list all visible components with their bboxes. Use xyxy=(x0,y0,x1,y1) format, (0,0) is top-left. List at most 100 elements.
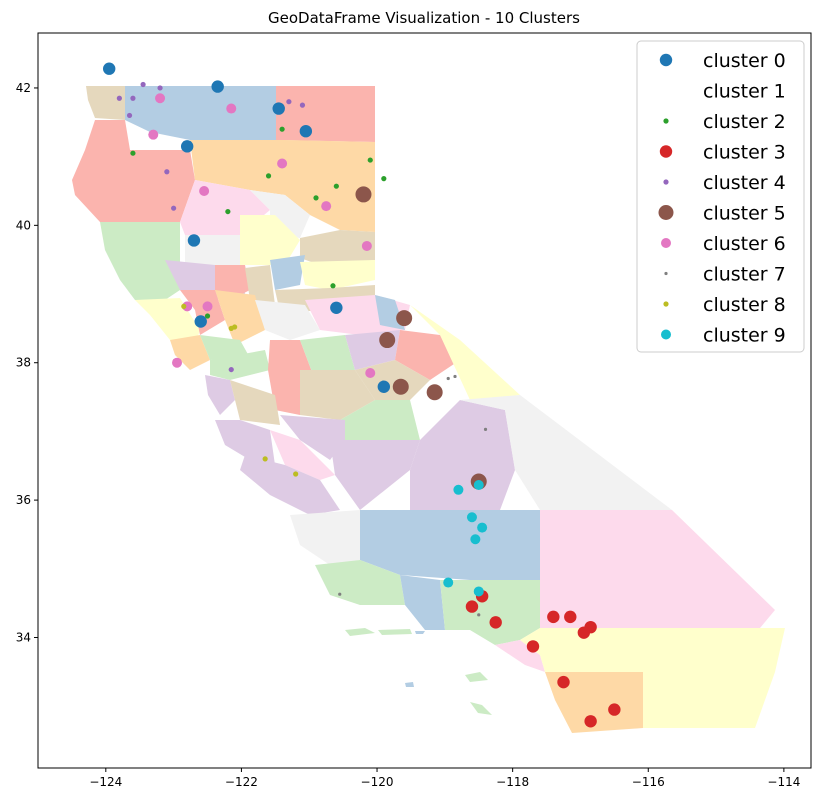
point-cluster-4 xyxy=(130,95,136,101)
chart-title: GeoDataFrame Visualization - 10 Clusters xyxy=(268,9,580,27)
county-madera xyxy=(340,400,420,445)
county-inyo xyxy=(460,395,672,510)
point-cluster-2 xyxy=(225,208,231,215)
point-cluster-2 xyxy=(265,173,272,179)
point-cluster-2 xyxy=(130,150,136,156)
y-tick-label: 34 xyxy=(16,630,31,644)
legend-marker-cluster-2 xyxy=(663,118,669,124)
county-sierra xyxy=(300,230,375,265)
point-cluster-4 xyxy=(286,99,292,105)
county-shasta xyxy=(190,140,285,195)
county-del-norte xyxy=(86,86,125,120)
point-cluster-3 xyxy=(608,703,621,716)
county-stanislaus xyxy=(300,370,375,420)
point-cluster-2 xyxy=(330,283,336,289)
legend-label-cluster-1: cluster 1 xyxy=(703,81,786,103)
legend-label-cluster-7: cluster 7 xyxy=(703,264,786,286)
county-napa xyxy=(180,290,225,335)
point-cluster-0 xyxy=(211,80,224,93)
point-cluster-7 xyxy=(483,427,488,431)
point-cluster-6 xyxy=(202,301,213,312)
point-cluster-8 xyxy=(181,303,187,309)
point-cluster-4 xyxy=(116,95,122,101)
county-santa-barbara xyxy=(315,560,405,605)
point-cluster-6 xyxy=(155,93,166,104)
point-cluster-9 xyxy=(466,512,477,523)
point-cluster-9 xyxy=(477,522,488,533)
point-cluster-7 xyxy=(453,374,457,379)
point-cluster-9 xyxy=(470,534,481,545)
point-cluster-5 xyxy=(355,186,372,203)
point-cluster-7 xyxy=(477,613,481,617)
y-tick-label: 36 xyxy=(16,493,31,507)
point-cluster-3 xyxy=(526,640,540,653)
county-santa-clara xyxy=(230,380,280,425)
point-cluster-6 xyxy=(226,103,237,114)
y-tick-label: 38 xyxy=(16,356,31,370)
county-humboldt xyxy=(72,120,130,222)
point-cluster-0 xyxy=(299,125,313,138)
point-cluster-7 xyxy=(446,376,450,381)
point-cluster-2 xyxy=(204,313,211,319)
point-cluster-0 xyxy=(377,380,391,393)
point-cluster-0 xyxy=(272,102,285,115)
county-san-mateo xyxy=(205,375,235,415)
legend-marker-cluster-8 xyxy=(663,301,669,307)
point-cluster-5 xyxy=(396,310,413,327)
point-cluster-4 xyxy=(157,85,163,91)
legend-marker-cluster-4 xyxy=(663,179,669,185)
point-cluster-8 xyxy=(232,324,238,330)
point-cluster-6 xyxy=(182,301,193,312)
county-plumas xyxy=(250,190,310,238)
county-riverside xyxy=(520,628,785,672)
county-monterey xyxy=(240,455,340,515)
point-cluster-4 xyxy=(140,81,146,88)
legend-marker-cluster-9 xyxy=(661,329,671,340)
plot-border xyxy=(37,32,812,769)
county-orange xyxy=(495,640,545,672)
x-tick-label: −120 xyxy=(361,775,394,789)
county-ventura xyxy=(400,575,445,630)
point-cluster-4 xyxy=(164,169,170,175)
point-cluster-5 xyxy=(392,378,409,395)
point-cluster-9 xyxy=(453,484,464,495)
point-cluster-3 xyxy=(584,715,597,728)
legend-label-cluster-8: cluster 8 xyxy=(703,294,786,316)
y-tick-label: 42 xyxy=(16,81,31,95)
county-imperial xyxy=(643,672,775,728)
y-tick-label: 40 xyxy=(16,218,31,232)
point-cluster-3 xyxy=(577,626,591,639)
x-tick-label: −114 xyxy=(767,775,800,789)
county-inyo-west xyxy=(410,400,515,510)
legend-label-cluster-0: cluster 0 xyxy=(703,50,786,72)
point-cluster-0 xyxy=(180,140,194,153)
legend-box xyxy=(636,40,805,353)
county-mendocino xyxy=(100,222,180,300)
county-marin xyxy=(170,335,210,370)
point-cluster-8 xyxy=(262,456,268,462)
legend-marker-cluster-0 xyxy=(659,53,673,67)
legend-marker-cluster-7 xyxy=(664,271,668,276)
point-cluster-5 xyxy=(379,332,396,349)
county-nevada xyxy=(300,260,375,290)
county-lassen xyxy=(285,140,375,232)
county-butte xyxy=(240,215,300,265)
legend-label-cluster-9: cluster 9 xyxy=(703,325,786,347)
point-cluster-6 xyxy=(172,357,183,368)
island-anacapa xyxy=(415,631,425,634)
point-cluster-5 xyxy=(426,384,443,401)
island-santa-barbara xyxy=(405,682,414,687)
x-tick-label: −124 xyxy=(89,775,122,789)
point-cluster-9 xyxy=(443,577,454,588)
island-catalina xyxy=(465,672,488,682)
point-cluster-2 xyxy=(279,126,285,132)
point-cluster-6 xyxy=(365,368,376,379)
county-kern xyxy=(360,510,540,580)
island-san-clemente xyxy=(470,702,492,715)
point-cluster-2 xyxy=(367,157,373,163)
point-cluster-2 xyxy=(333,183,339,189)
county-contra-costa xyxy=(210,350,270,380)
point-cluster-3 xyxy=(489,616,502,629)
county-trinity xyxy=(130,150,195,222)
